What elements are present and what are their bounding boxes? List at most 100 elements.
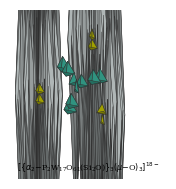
Polygon shape — [101, 114, 102, 123]
Polygon shape — [42, 0, 45, 86]
Polygon shape — [87, 0, 92, 189]
Polygon shape — [106, 0, 112, 135]
Polygon shape — [102, 114, 104, 125]
Polygon shape — [45, 87, 48, 189]
Polygon shape — [24, 0, 30, 189]
Polygon shape — [97, 107, 100, 189]
Polygon shape — [83, 110, 88, 189]
Polygon shape — [83, 18, 87, 189]
Polygon shape — [90, 31, 93, 189]
Polygon shape — [90, 0, 93, 123]
Polygon shape — [15, 0, 23, 189]
Polygon shape — [91, 20, 98, 189]
Polygon shape — [85, 0, 91, 189]
Polygon shape — [30, 87, 34, 189]
Polygon shape — [101, 122, 102, 189]
Polygon shape — [100, 0, 107, 189]
Polygon shape — [90, 0, 92, 189]
Polygon shape — [53, 90, 59, 189]
Polygon shape — [45, 0, 47, 189]
Polygon shape — [95, 48, 101, 189]
Polygon shape — [84, 0, 90, 189]
Polygon shape — [48, 90, 55, 189]
Polygon shape — [89, 0, 91, 189]
Polygon shape — [94, 0, 99, 116]
Polygon shape — [95, 0, 100, 48]
Polygon shape — [100, 0, 103, 189]
Polygon shape — [83, 0, 87, 110]
Polygon shape — [32, 0, 34, 109]
Polygon shape — [95, 0, 101, 151]
Polygon shape — [104, 0, 109, 124]
Polygon shape — [40, 0, 44, 108]
Polygon shape — [37, 0, 40, 185]
Polygon shape — [95, 79, 107, 84]
Text: $[\{\alpha_2\mathregular{-P_2W_{17}O_{61}(Si_2O)}\}_3(\mu\mathregular{-O})_3]^{1: $[\{\alpha_2\mathregular{-P_2W_{17}O_{61… — [17, 161, 159, 175]
Polygon shape — [73, 0, 81, 40]
Polygon shape — [97, 104, 106, 114]
Polygon shape — [103, 0, 108, 99]
Polygon shape — [77, 74, 81, 88]
Polygon shape — [71, 0, 77, 189]
Polygon shape — [81, 32, 84, 189]
Polygon shape — [97, 129, 100, 189]
Polygon shape — [37, 0, 39, 189]
Polygon shape — [48, 8, 53, 189]
Polygon shape — [45, 0, 49, 170]
Polygon shape — [108, 0, 115, 141]
Polygon shape — [68, 0, 75, 189]
Polygon shape — [77, 0, 82, 141]
Polygon shape — [82, 0, 89, 189]
Polygon shape — [32, 0, 36, 164]
Polygon shape — [92, 0, 95, 100]
Polygon shape — [35, 0, 37, 171]
Polygon shape — [42, 0, 49, 166]
Polygon shape — [103, 0, 109, 189]
Polygon shape — [89, 0, 92, 189]
Polygon shape — [105, 18, 111, 189]
Polygon shape — [99, 0, 100, 189]
Polygon shape — [84, 0, 90, 25]
Polygon shape — [15, 94, 23, 189]
Polygon shape — [32, 80, 36, 189]
Polygon shape — [111, 0, 117, 187]
Polygon shape — [43, 0, 48, 108]
Polygon shape — [38, 0, 39, 186]
Polygon shape — [86, 18, 92, 189]
Polygon shape — [105, 0, 112, 36]
Polygon shape — [44, 0, 48, 189]
Polygon shape — [95, 68, 107, 81]
Polygon shape — [83, 0, 91, 115]
Polygon shape — [83, 0, 88, 189]
Polygon shape — [92, 0, 99, 125]
Polygon shape — [75, 80, 79, 93]
Polygon shape — [98, 32, 102, 189]
Polygon shape — [101, 28, 107, 189]
Polygon shape — [38, 83, 45, 94]
Polygon shape — [99, 36, 107, 189]
Polygon shape — [91, 24, 96, 189]
Polygon shape — [82, 0, 88, 113]
Polygon shape — [90, 0, 95, 189]
Polygon shape — [28, 0, 30, 102]
Polygon shape — [100, 0, 106, 45]
Polygon shape — [91, 0, 95, 189]
Polygon shape — [46, 0, 51, 188]
Polygon shape — [32, 109, 36, 189]
Polygon shape — [45, 0, 51, 104]
Polygon shape — [88, 125, 95, 189]
Polygon shape — [95, 45, 97, 189]
Polygon shape — [77, 0, 83, 189]
Polygon shape — [37, 18, 38, 189]
Polygon shape — [92, 16, 95, 189]
Polygon shape — [24, 84, 30, 189]
Polygon shape — [90, 0, 91, 189]
Polygon shape — [112, 0, 118, 115]
Polygon shape — [89, 0, 91, 47]
Polygon shape — [69, 73, 75, 84]
Polygon shape — [99, 0, 106, 189]
Polygon shape — [55, 0, 62, 185]
Polygon shape — [86, 104, 93, 189]
Polygon shape — [71, 0, 77, 189]
Polygon shape — [101, 40, 110, 189]
